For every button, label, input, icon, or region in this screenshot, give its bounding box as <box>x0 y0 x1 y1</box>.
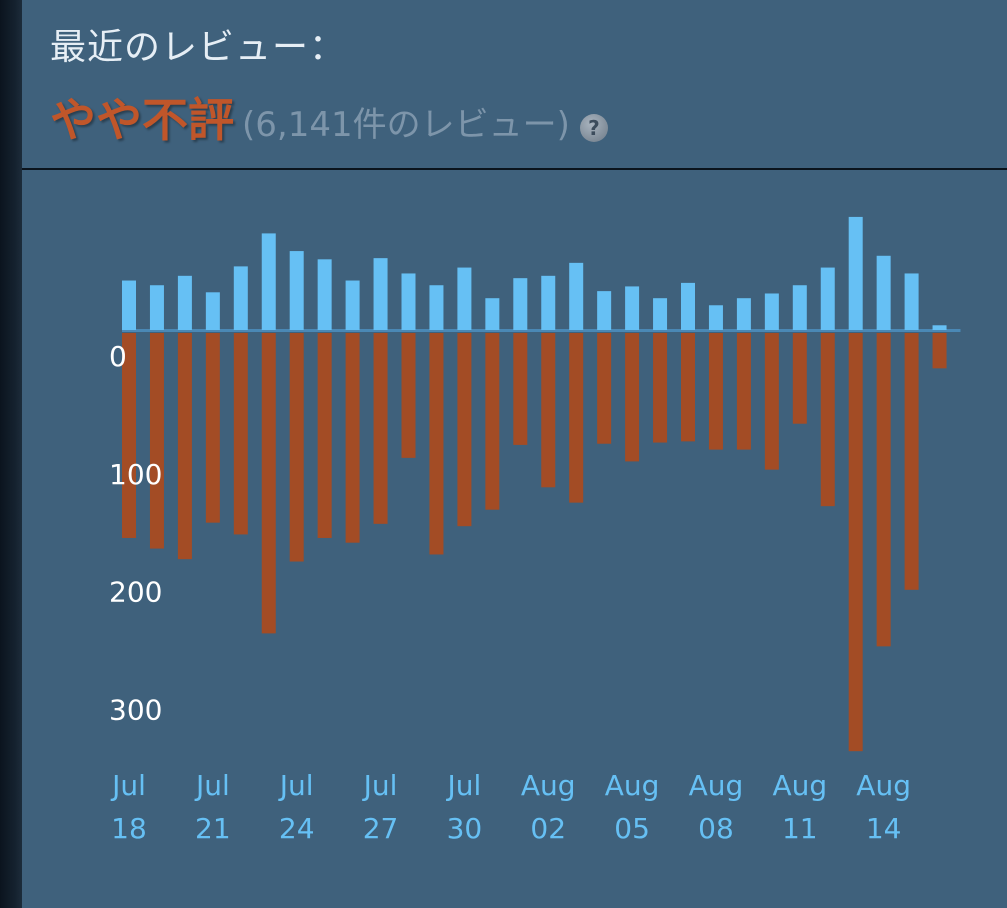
y-tick-label: 100 <box>109 458 162 491</box>
negative-bar[interactable] <box>792 333 807 424</box>
window-edge <box>0 0 22 908</box>
positive-bar[interactable] <box>904 273 919 330</box>
x-tick-day: 27 <box>363 812 399 845</box>
positive-bar[interactable] <box>345 280 360 330</box>
x-tick-month: Jul <box>110 769 146 802</box>
y-tick-label: 300 <box>109 693 162 726</box>
x-tick-month: Aug <box>856 769 911 802</box>
reviews-header: 最近のレビュー： やや不評 (6,141件のレビュー)? <box>22 0 1007 170</box>
negative-bars <box>122 333 947 752</box>
recent-reviews-panel: 最近のレビュー： やや不評 (6,141件のレビュー)? 0 100 200 300 J… <box>22 0 1007 908</box>
x-tick-month: Jul <box>362 769 398 802</box>
negative-bar[interactable] <box>708 333 723 450</box>
positive-bar[interactable] <box>764 293 779 330</box>
negative-bar[interactable] <box>317 333 332 538</box>
positive-bar[interactable] <box>457 267 472 330</box>
negative-bar[interactable] <box>457 333 472 527</box>
negative-bar[interactable] <box>233 333 248 535</box>
rating-summary: やや不評 (6,141件のレビュー)? <box>50 84 608 150</box>
x-tick-month: Jul <box>278 769 314 802</box>
y-tick-label: 0 <box>109 340 127 373</box>
negative-bar[interactable] <box>122 333 136 538</box>
positive-bar[interactable] <box>401 273 416 330</box>
x-tick-month: Aug <box>605 769 660 802</box>
negative-bar[interactable] <box>876 333 891 647</box>
positive-bar[interactable] <box>485 298 500 330</box>
x-tick-day: 24 <box>279 812 315 845</box>
positive-bar[interactable] <box>820 267 835 330</box>
positive-bar[interactable] <box>569 262 584 330</box>
negative-bar[interactable] <box>653 333 668 443</box>
negative-bar[interactable] <box>149 333 164 549</box>
positive-bar[interactable] <box>736 298 751 330</box>
help-icon[interactable]: ? <box>579 113 608 142</box>
y-tick-label: 200 <box>109 576 162 609</box>
negative-bar[interactable] <box>261 333 276 634</box>
x-tick-day: 30 <box>447 812 483 845</box>
x-tick-day: 11 <box>782 812 818 845</box>
positive-bar[interactable] <box>233 266 248 330</box>
positive-bar[interactable] <box>289 251 304 330</box>
zero-line <box>122 329 961 332</box>
negative-bar[interactable] <box>820 333 835 507</box>
positive-bar[interactable] <box>513 278 528 330</box>
positive-bar[interactable] <box>541 275 556 330</box>
positive-bar[interactable] <box>792 285 807 330</box>
positive-bar[interactable] <box>876 255 891 330</box>
x-tick-month: Aug <box>521 769 576 802</box>
negative-bar[interactable] <box>625 333 640 462</box>
x-tick-month: Aug <box>772 769 827 802</box>
section-title: 最近のレビュー： <box>50 27 347 68</box>
positive-bars <box>122 216 961 332</box>
positive-bar[interactable] <box>708 305 723 330</box>
x-tick-day: 02 <box>530 812 566 845</box>
x-tick-day: 14 <box>866 812 902 845</box>
positive-bar[interactable] <box>261 233 276 330</box>
negative-bar[interactable] <box>569 333 584 503</box>
negative-bar[interactable] <box>373 333 388 524</box>
x-tick-day: 18 <box>111 812 147 845</box>
positive-bar[interactable] <box>205 292 220 330</box>
rating-label[interactable]: やや不評 <box>50 93 234 147</box>
negative-bar[interactable] <box>401 333 416 458</box>
x-tick-day: 21 <box>195 812 231 845</box>
review-histogram-chart: 0 100 200 300 Jul 18 Jul 21 Jul 24 Jul 27 Jul 30 Aug 0… <box>109 216 961 845</box>
positive-bar[interactable] <box>932 325 947 330</box>
negative-bar[interactable] <box>429 333 444 555</box>
positive-bar[interactable] <box>681 282 695 330</box>
y-axis-ticks: 0 100 200 300 <box>109 340 162 726</box>
negative-bar[interactable] <box>289 333 304 562</box>
positive-bar[interactable] <box>653 298 668 330</box>
negative-bar[interactable] <box>513 333 528 445</box>
x-tick-month: Jul <box>446 769 482 802</box>
positive-bar[interactable] <box>317 259 332 330</box>
x-tick-day: 08 <box>698 812 734 845</box>
negative-bar[interactable] <box>177 333 192 560</box>
positive-bar[interactable] <box>625 286 640 330</box>
negative-bar[interactable] <box>597 333 612 444</box>
positive-bar[interactable] <box>429 285 444 330</box>
positive-bar[interactable] <box>122 280 136 330</box>
x-tick-day: 05 <box>614 812 650 845</box>
positive-bar[interactable] <box>597 291 612 330</box>
negative-bar[interactable] <box>485 333 500 510</box>
x-tick-month: Jul <box>194 769 230 802</box>
negative-bar[interactable] <box>205 333 220 523</box>
negative-bar[interactable] <box>848 333 863 752</box>
positive-bar[interactable] <box>848 216 863 330</box>
positive-bar[interactable] <box>177 275 192 330</box>
negative-bar[interactable] <box>932 333 947 369</box>
positive-bar[interactable] <box>149 285 164 330</box>
x-tick-month: Aug <box>689 769 744 802</box>
negative-bar[interactable] <box>904 333 919 590</box>
negative-bar[interactable] <box>681 333 695 442</box>
negative-bar[interactable] <box>541 333 556 488</box>
negative-bar[interactable] <box>764 333 779 470</box>
negative-bar[interactable] <box>345 333 360 543</box>
negative-bar[interactable] <box>736 333 751 450</box>
positive-bar[interactable] <box>373 258 388 330</box>
x-axis-ticks: Jul 18 Jul 21 Jul 24 Jul 27 Jul 30 Aug 02 Aug 05 Aug 08… <box>110 769 911 845</box>
review-count: (6,141件のレビュー) <box>242 105 570 145</box>
